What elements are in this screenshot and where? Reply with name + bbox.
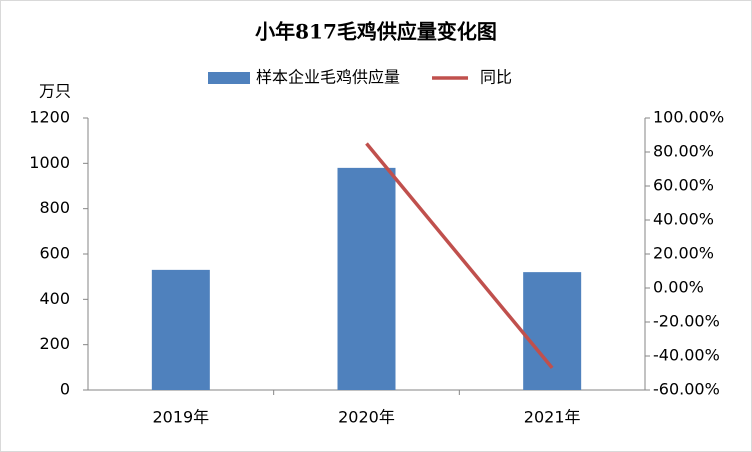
y-tick-label: 200	[39, 334, 70, 353]
y-tick-label: 600	[39, 244, 70, 263]
x-tick-label: 2019年	[152, 408, 209, 427]
x-tick-label: 2020年	[338, 408, 395, 427]
y2-tick-label: 100.00%	[653, 108, 724, 127]
y-tick-label: 400	[39, 289, 70, 308]
bar	[151, 269, 210, 390]
line	[365, 142, 554, 370]
y2-tick-label: 60.00%	[653, 176, 714, 195]
y-tick-label: 0	[60, 380, 70, 399]
legend-swatch	[208, 72, 250, 84]
legend-label: 样本企业毛鸡供应量	[256, 68, 400, 87]
y2-tick-label: -60.00%	[653, 380, 720, 399]
y-tick-label: 1000	[29, 153, 70, 172]
y2-tick-label: 80.00%	[653, 142, 714, 161]
y-axis-label: 万只	[39, 82, 71, 101]
y2-tick-label: 40.00%	[653, 210, 714, 229]
y-tick-label: 1200	[29, 108, 70, 127]
bar	[523, 272, 582, 390]
y2-tick-label: 20.00%	[653, 244, 714, 263]
legend-label: 同比	[480, 68, 512, 87]
y2-tick-label: 0.00%	[653, 278, 704, 297]
y2-tick-label: -20.00%	[653, 312, 720, 331]
x-tick-label: 2021年	[524, 408, 581, 427]
chart-title: 小年817毛鸡供应量变化图	[255, 20, 497, 44]
y-tick-label: 800	[39, 198, 70, 217]
bar	[337, 167, 396, 390]
y2-tick-label: -40.00%	[653, 346, 720, 365]
